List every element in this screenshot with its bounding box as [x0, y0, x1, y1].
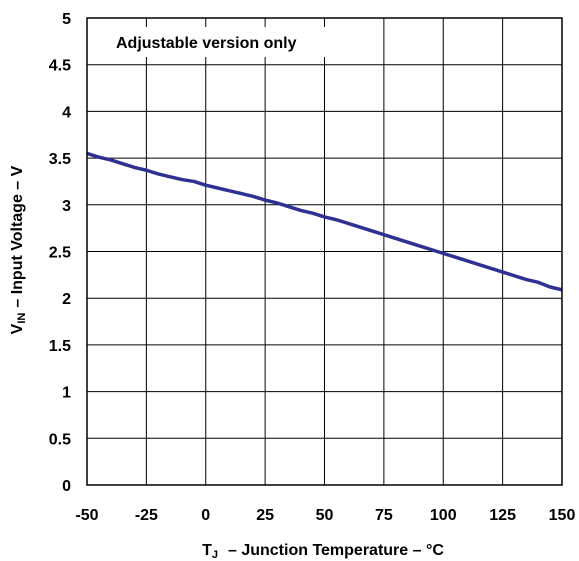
y-axis-title-text: – Input Voltage – V — [9, 165, 26, 307]
x-tick-labels: -50 -25 0 25 50 75 100 125 150 — [75, 507, 575, 524]
y-tick-label: 5 — [62, 11, 71, 28]
x-axis-title: TJ – Junction Temperature – °C — [202, 542, 444, 561]
grid-lines — [86, 17, 563, 486]
x-tick-label: 50 — [316, 507, 334, 524]
x-tick-label: 150 — [549, 507, 576, 524]
y-tick-label: 3.5 — [49, 151, 71, 168]
y-tick-labels: 0 0.5 1 1.5 2 2.5 3 3.5 4 4.5 5 — [49, 11, 71, 495]
plot-frame — [86, 17, 563, 486]
x-axis-title-symbol: T — [202, 542, 212, 559]
y-tick-label: 1.5 — [49, 338, 71, 355]
x-tick-label: 125 — [489, 507, 516, 524]
y-tick-label: 2 — [62, 291, 71, 308]
x-tick-label: 0 — [201, 507, 210, 524]
y-tick-label: 1 — [62, 385, 71, 402]
x-tick-label: 100 — [430, 507, 457, 524]
series-group — [86, 151, 563, 292]
x-tick-label: -25 — [135, 507, 158, 524]
x-tick-label: -50 — [75, 507, 98, 524]
x-axis-title-subscript: J — [212, 549, 218, 561]
y-tick-label: 3 — [62, 198, 71, 215]
x-axis-title-text: – Junction Temperature – °C — [228, 542, 444, 559]
annotation-background — [100, 27, 340, 57]
y-tick-label: 4.5 — [49, 58, 71, 75]
y-tick-label: 2.5 — [49, 245, 71, 262]
annotation-text: Adjustable version only — [116, 35, 297, 52]
y-axis-title-subscript: IN — [16, 313, 28, 324]
y-tick-label: 0 — [62, 478, 71, 495]
y-axis-title-symbol: V — [9, 323, 26, 334]
y-axis-title: VIN – Input Voltage – V — [9, 165, 28, 334]
x-tick-label: 75 — [375, 507, 393, 524]
y-tick-label: 4 — [62, 104, 71, 121]
x-tick-label: 25 — [256, 507, 274, 524]
series-line — [86, 151, 563, 292]
y-tick-label: 0.5 — [49, 431, 71, 448]
